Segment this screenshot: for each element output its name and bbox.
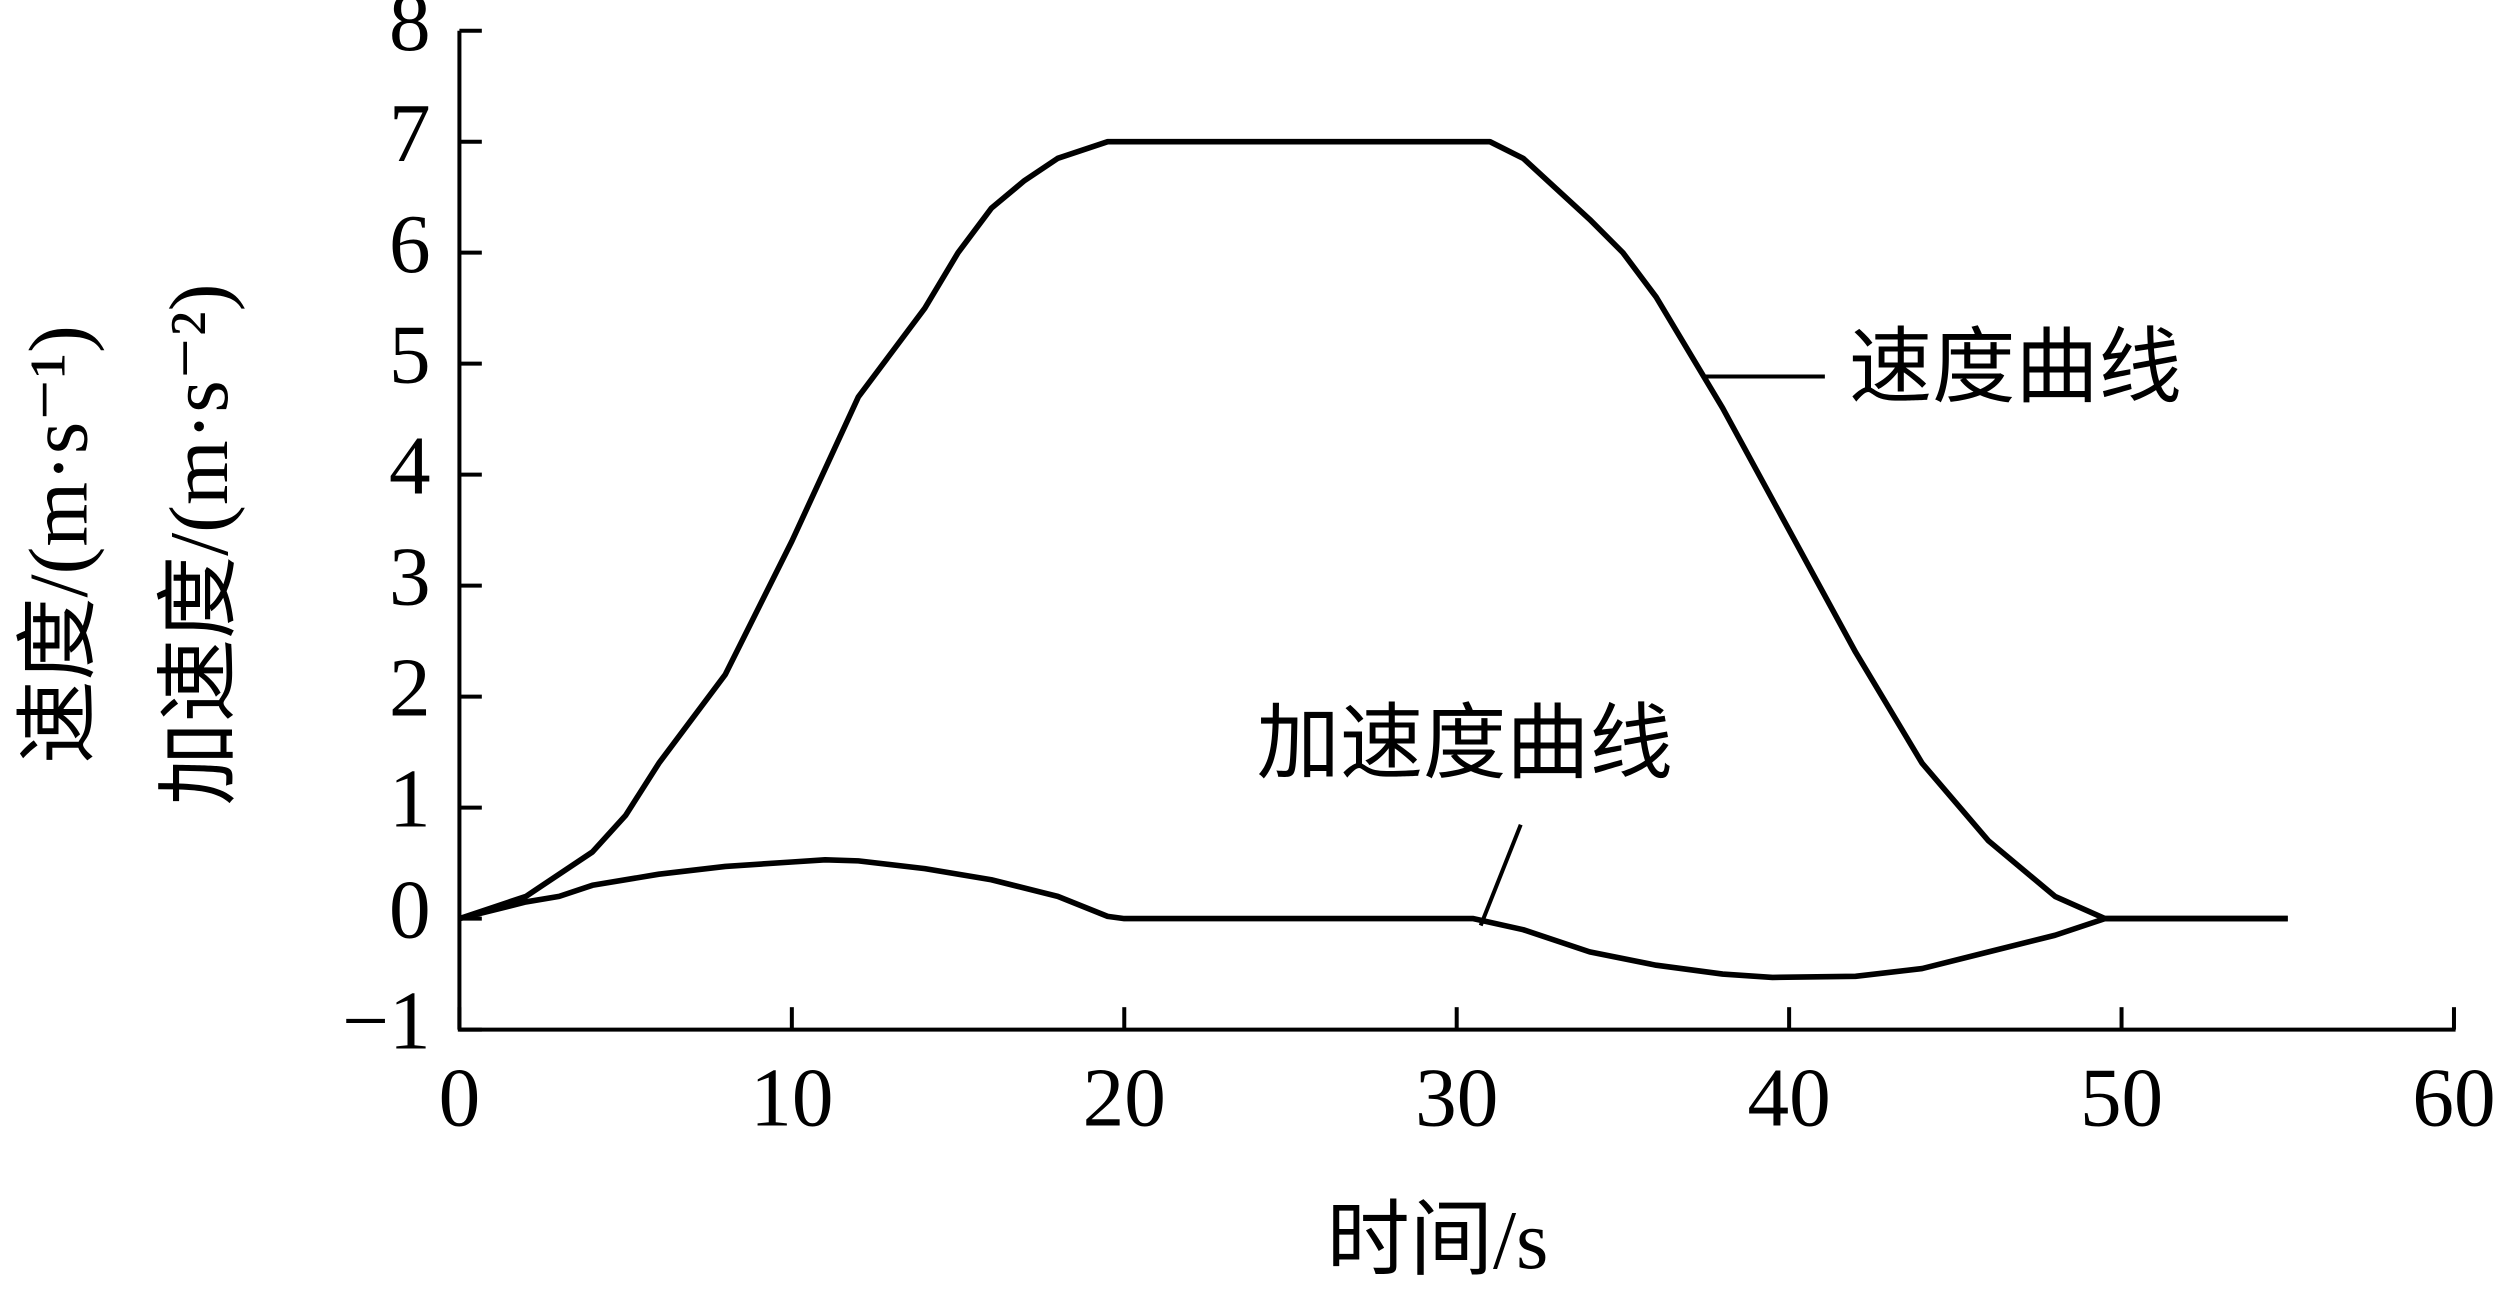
y-tick-label: 4 (389, 421, 431, 513)
leader-line (1478, 823, 1523, 927)
x-tick-label: 50 (2080, 1053, 2163, 1145)
y-tick-label: 5 (389, 310, 431, 402)
x-tick-label: 30 (1415, 1053, 1498, 1145)
y-tick-label: 2 (389, 643, 431, 735)
x-axis-label: 时间/s (1327, 1195, 1549, 1287)
x-tick-label: 40 (1748, 1053, 1831, 1145)
y-axis-label: 加速度/(m·s⁻²) (154, 284, 246, 806)
y-tick-label: 6 (389, 199, 431, 291)
y-tick-label: −1 (342, 976, 431, 1068)
y-tick-label: 3 (389, 532, 431, 624)
x-tick-label: 10 (750, 1053, 833, 1145)
y-tick-label: 0 (389, 865, 431, 957)
x-tick-label: 0 (439, 1053, 481, 1145)
y-axis-label: 速度/(m·s⁻¹) (13, 325, 105, 764)
series-line (458, 856, 2288, 981)
y-tick-label: 1 (389, 754, 431, 846)
y-tick-label: 7 (389, 88, 431, 180)
series-label: 加速度曲线 (1257, 699, 1673, 791)
x-tick-label: 20 (1083, 1053, 1166, 1145)
series-label: 速度曲线 (1849, 323, 2182, 415)
x-tick-label: 60 (2412, 1053, 2495, 1145)
y-tick-label: 8 (389, 0, 431, 69)
series-line (458, 138, 2288, 922)
